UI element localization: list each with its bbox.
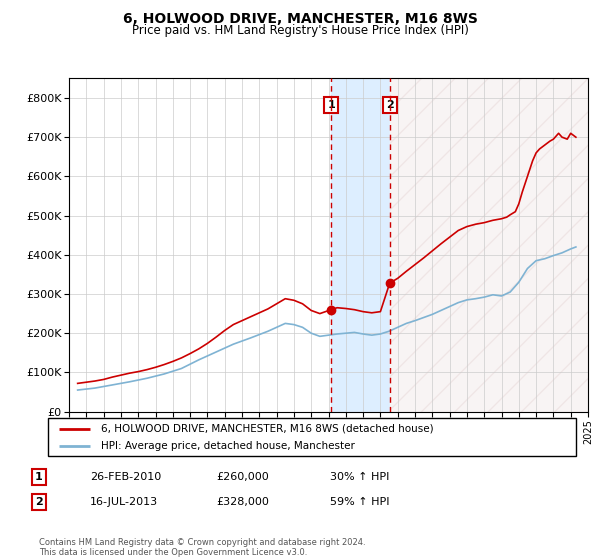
Bar xyxy=(390,78,588,412)
Text: 16-JUL-2013: 16-JUL-2013 xyxy=(90,497,158,507)
Text: £328,000: £328,000 xyxy=(216,497,269,507)
Text: £260,000: £260,000 xyxy=(216,472,269,482)
Text: Contains HM Land Registry data © Crown copyright and database right 2024.
This d: Contains HM Land Registry data © Crown c… xyxy=(39,538,365,557)
Text: HPI: Average price, detached house, Manchester: HPI: Average price, detached house, Manc… xyxy=(101,441,355,451)
Text: 6, HOLWOOD DRIVE, MANCHESTER, M16 8WS (detached house): 6, HOLWOOD DRIVE, MANCHESTER, M16 8WS (d… xyxy=(101,423,433,433)
Text: 59% ↑ HPI: 59% ↑ HPI xyxy=(330,497,389,507)
Bar xyxy=(390,78,588,412)
Bar xyxy=(331,78,390,412)
Text: 26-FEB-2010: 26-FEB-2010 xyxy=(90,472,161,482)
Text: 2: 2 xyxy=(386,100,394,110)
Text: 30% ↑ HPI: 30% ↑ HPI xyxy=(330,472,389,482)
Text: 6, HOLWOOD DRIVE, MANCHESTER, M16 8WS: 6, HOLWOOD DRIVE, MANCHESTER, M16 8WS xyxy=(122,12,478,26)
Text: 1: 1 xyxy=(327,100,335,110)
Text: 2: 2 xyxy=(35,497,43,507)
Text: 1: 1 xyxy=(35,472,43,482)
Text: Price paid vs. HM Land Registry's House Price Index (HPI): Price paid vs. HM Land Registry's House … xyxy=(131,24,469,36)
